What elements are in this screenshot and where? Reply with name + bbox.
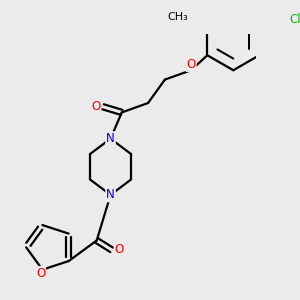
Text: O: O bbox=[36, 267, 45, 280]
Text: N: N bbox=[106, 132, 115, 145]
Text: O: O bbox=[115, 243, 124, 256]
Text: CH₃: CH₃ bbox=[168, 12, 189, 22]
Text: O: O bbox=[91, 100, 100, 113]
Text: O: O bbox=[187, 58, 196, 71]
Text: Cl: Cl bbox=[289, 13, 300, 26]
Text: N: N bbox=[106, 188, 115, 201]
